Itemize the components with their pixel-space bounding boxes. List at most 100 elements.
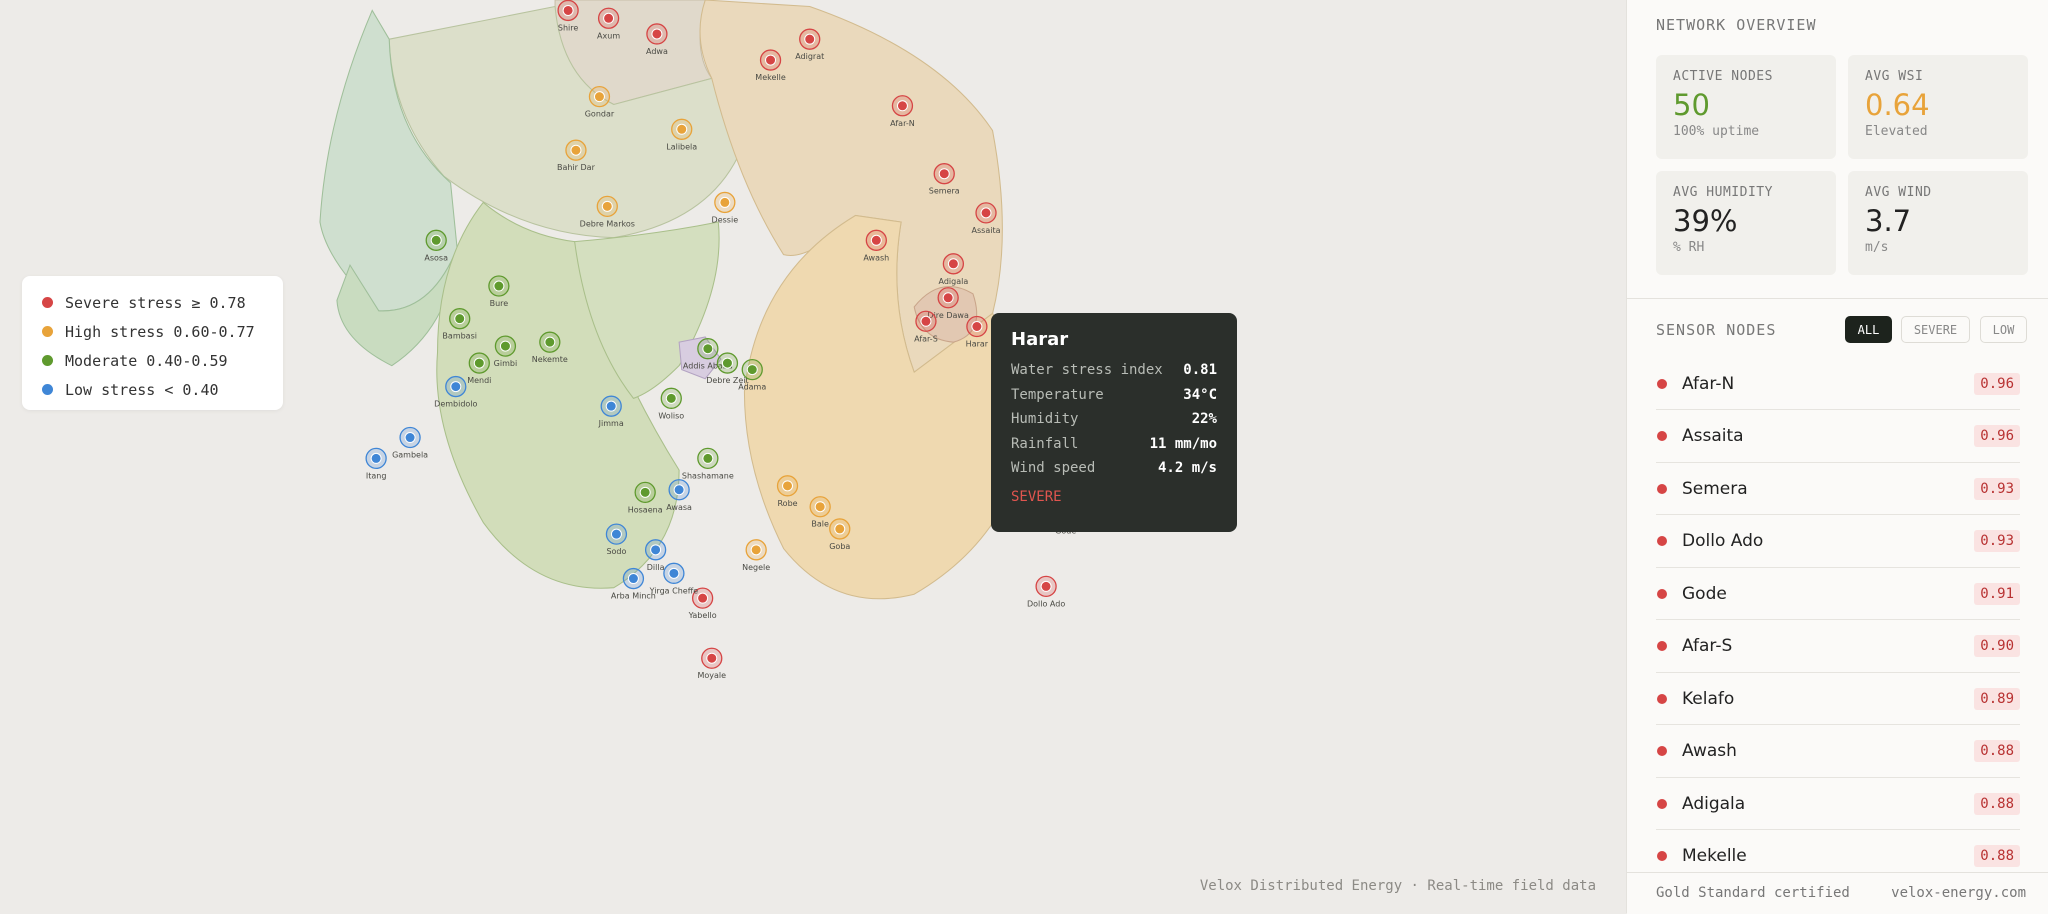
- sensor-row[interactable]: Afar-S 0.90: [1656, 621, 2020, 673]
- sensor-node[interactable]: Goba: [829, 518, 851, 551]
- stat-card: AVG HUMIDITY 39% % RH: [1656, 171, 1836, 275]
- sensor-node[interactable]: Adigrat: [795, 28, 824, 61]
- sensor-node[interactable]: Robe: [776, 475, 799, 508]
- node-dot: [702, 343, 714, 355]
- sensor-node[interactable]: Axum: [597, 7, 620, 40]
- legend-item: Severe stress ≥ 0.78: [42, 288, 283, 317]
- sensor-node[interactable]: Bambasi: [442, 308, 477, 341]
- sensor-row[interactable]: Semera 0.93: [1656, 463, 2020, 515]
- sensor-row[interactable]: Dollo Ado 0.93: [1656, 516, 2020, 568]
- sensor-node[interactable]: Gondar: [585, 85, 615, 119]
- legend-label: Low stress < 0.40: [65, 380, 219, 399]
- sensor-wsi: 0.91: [1974, 582, 2020, 605]
- tooltip-value: 34°C: [1183, 386, 1217, 403]
- sensor-wsi: 0.88: [1974, 792, 2020, 815]
- tooltip-label: Rainfall: [1011, 435, 1079, 452]
- sensor-node[interactable]: Yabello: [688, 587, 717, 620]
- sensor-node[interactable]: Addis Ababa: [683, 338, 733, 371]
- sensor-node[interactable]: Harar: [966, 315, 989, 349]
- node-dot: [896, 100, 908, 112]
- node-label: Bambasi: [442, 332, 477, 341]
- sensor-row[interactable]: Assaita 0.96: [1656, 411, 2020, 463]
- node-dot: [404, 432, 416, 444]
- legend: Severe stress ≥ 0.78 High stress 0.60-0.7…: [22, 276, 283, 410]
- sensor-row[interactable]: Mekelle 0.88: [1656, 831, 2020, 883]
- sensor-node[interactable]: Mendi: [467, 352, 491, 385]
- sensor-row[interactable]: Awash 0.88: [1656, 726, 2020, 778]
- sensor-node[interactable]: Gimbi: [494, 335, 518, 368]
- filter-button[interactable]: LOW: [1980, 316, 2027, 343]
- sensor-node[interactable]: Adigala: [939, 253, 969, 286]
- sensor-node[interactable]: Dembidolo: [434, 375, 478, 409]
- sensor-node[interactable]: Dilla: [644, 539, 667, 572]
- sensor-node[interactable]: Shashamane: [682, 447, 734, 480]
- sensor-row[interactable]: Adigala 0.88: [1656, 778, 2020, 830]
- node-label: Nekemte: [532, 355, 568, 364]
- tooltip: Harar Water stress index 0.81 Temperature 3…: [991, 313, 1237, 532]
- node-label: Adama: [738, 383, 766, 392]
- sensor-node[interactable]: Sodo: [605, 523, 628, 556]
- sensor-node[interactable]: Adama: [738, 358, 766, 392]
- sensor-node[interactable]: Dire Dawa: [927, 287, 969, 320]
- sensor-name: Dollo Ado: [1682, 531, 1764, 551]
- node-label: Dembidolo: [434, 400, 477, 409]
- tooltip-status: SEVERE: [1011, 488, 1062, 505]
- sensor-node[interactable]: Debre Zeit: [706, 352, 749, 385]
- node-label: Harar: [966, 340, 989, 349]
- sensor-node[interactable]: Jimma: [598, 395, 624, 428]
- tooltip-row: Rainfall 11 mm/mo: [1011, 436, 1217, 461]
- sensor-wsi: 0.96: [1974, 372, 2020, 395]
- sensor-node[interactable]: Dessie: [712, 191, 739, 224]
- node-label: Bahir Dar: [557, 163, 596, 172]
- node-label: Dire Dawa: [927, 311, 969, 320]
- tooltip-label: Humidity: [1011, 411, 1079, 427]
- node-dot: [562, 4, 574, 16]
- sensor-node[interactable]: Assaita: [972, 202, 1001, 235]
- sensor-node[interactable]: Afar-S: [914, 310, 938, 343]
- sensor-node[interactable]: Nekemte: [532, 331, 568, 364]
- sensor-wsi: 0.88: [1974, 845, 2020, 867]
- sensor-node[interactable]: Asosa: [424, 229, 448, 262]
- sensor-node[interactable]: Afar-N: [890, 95, 915, 128]
- tooltip-label: Water stress index: [1011, 362, 1163, 378]
- node-label: Yirga Cheffe: [649, 586, 699, 595]
- node-label: Awash: [863, 253, 889, 262]
- legend-label: Moderate 0.40-0.59: [65, 351, 228, 370]
- sensor-row[interactable]: Afar-N 0.96: [1656, 358, 2020, 410]
- legend-label: Severe stress ≥ 0.78: [65, 293, 246, 312]
- sensor-node[interactable]: Gambela: [392, 426, 428, 460]
- footer-link[interactable]: velox-energy.com: [1891, 885, 2026, 901]
- sensor-node[interactable]: Bure: [488, 275, 510, 308]
- sensor-node[interactable]: Awash: [863, 229, 889, 262]
- node-label: Robe: [777, 499, 797, 508]
- sensor-node[interactable]: Debre Markos: [580, 195, 635, 228]
- sensor-node[interactable]: Semera: [929, 163, 960, 196]
- node-dot: [765, 54, 777, 66]
- sensor-node[interactable]: Dollo Ado: [1027, 575, 1065, 608]
- legend-swatch: [42, 326, 53, 337]
- sensor-node[interactable]: Moyale: [697, 647, 726, 680]
- sensor-node[interactable]: Adwa: [646, 23, 668, 56]
- sensor-node[interactable]: Yirga Cheffe: [649, 562, 699, 595]
- sensor-row[interactable]: Gode 0.91: [1656, 568, 2020, 620]
- node-label: Adigrat: [795, 52, 824, 61]
- node-dot: [499, 340, 511, 352]
- sensor-node[interactable]: Hosaena: [628, 481, 663, 514]
- sensor-name: Afar-N: [1682, 373, 1735, 394]
- sensor-node[interactable]: Arba Minch: [611, 567, 656, 601]
- filter-button[interactable]: SEVERE: [1901, 316, 1970, 343]
- filter-button[interactable]: ALL: [1845, 316, 1892, 343]
- sensor-node[interactable]: Lalibela: [666, 118, 697, 151]
- sensor-node[interactable]: Negele: [742, 539, 770, 572]
- sensor-node[interactable]: Woliso: [658, 387, 684, 420]
- sensor-node[interactable]: Mekelle: [755, 49, 786, 82]
- tooltip-value: 22%: [1191, 411, 1217, 427]
- sensor-node[interactable]: Itang: [365, 447, 387, 480]
- sensor-node[interactable]: Bahir Dar: [557, 139, 596, 172]
- sensor-row[interactable]: Kelafo 0.89: [1656, 673, 2020, 725]
- sensor-node[interactable]: Awasa: [666, 479, 692, 512]
- status-dot: [1657, 536, 1667, 546]
- sensor-node[interactable]: Shire: [557, 0, 579, 32]
- sensor-node[interactable]: Bale: [809, 496, 831, 529]
- sidebar-footer: Gold Standard certified velox-energy.com: [1627, 872, 2048, 914]
